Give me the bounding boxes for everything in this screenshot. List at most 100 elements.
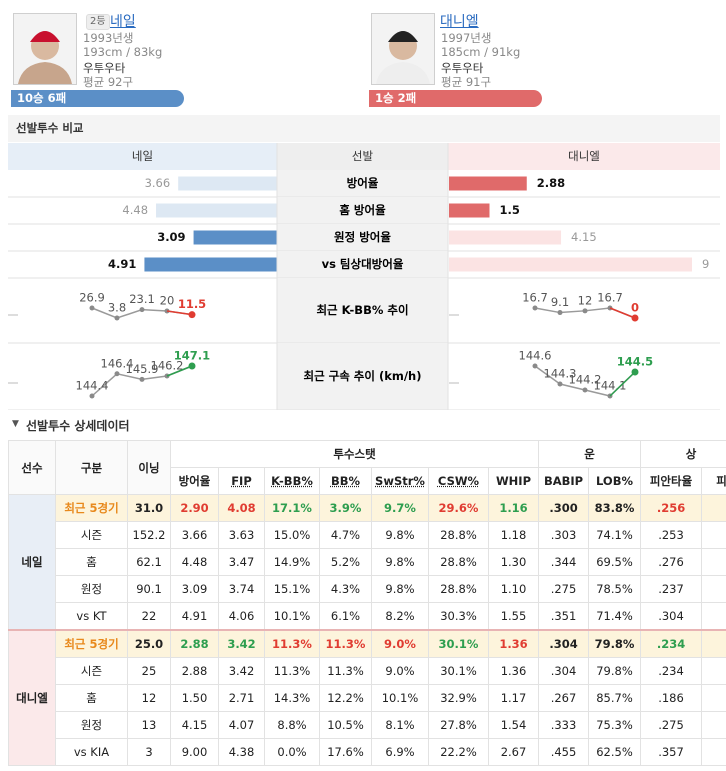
- left-bar: [144, 257, 277, 272]
- label-bg: [277, 197, 448, 224]
- stat-cell: .304: [538, 629, 590, 658]
- trend-point: [188, 311, 196, 319]
- stat-cell: .275: [640, 711, 703, 739]
- stat-cell: 62.1: [127, 548, 171, 576]
- left-value: 3.09: [157, 230, 185, 244]
- trend-value: 20: [160, 293, 175, 307]
- header-left-bg: [8, 143, 277, 170]
- right-value: 4.15: [571, 230, 597, 244]
- column-header: 이닝: [127, 440, 171, 495]
- stat-cell: .344: [538, 548, 590, 576]
- stat-cell: 17.1%: [264, 494, 320, 522]
- left-bar: [193, 230, 277, 245]
- trend-value: 9.1: [551, 295, 569, 309]
- stat-cell: 28.8%: [428, 521, 489, 549]
- column-header: WHIP: [487, 467, 540, 495]
- right-bar: [449, 230, 562, 245]
- stat-cell: 90.1: [127, 575, 171, 603]
- left-bar: [178, 176, 277, 191]
- split-label: 시즌: [55, 657, 128, 685]
- stat-cell: 1.36: [487, 657, 540, 685]
- left-value: 4.91: [108, 257, 136, 271]
- detail-table: 선수 구분 이닝 투수스탯 운 상 방어율 FIP K-BB% BB% SwStr% CSW% WHIP…: [8, 440, 726, 766]
- stat-cell: .234: [640, 657, 703, 685]
- win-loss-record: 10승 6패: [11, 90, 184, 107]
- rank-badge: 2등: [86, 14, 110, 30]
- player-name: 네일: [8, 494, 56, 631]
- trend-last-segment: [609, 371, 636, 397]
- stat-cell: 30.1%: [428, 657, 489, 685]
- stat-cell: 3.66: [170, 521, 219, 549]
- stat-cell: .237: [640, 575, 703, 603]
- stat-cell: 22.2%: [428, 738, 489, 766]
- stat-cell: 11.3%: [264, 629, 320, 658]
- stat-cell: .351: [538, 602, 590, 631]
- collapse-icon[interactable]: ▼: [12, 419, 19, 429]
- stat-cell: 10.1%: [264, 602, 320, 631]
- trend-point: [532, 305, 538, 311]
- stat-cell: 8.1%: [371, 711, 429, 739]
- trend-value: 26.9: [79, 291, 105, 305]
- stat-cell: 71.4%: [588, 602, 642, 631]
- stat-cell: 30.1%: [428, 629, 489, 658]
- stat-cell: [701, 521, 726, 549]
- data-row: 대니엘 최근 5경기 25.0 2.88 3.42 11.3% 11.3% 9.0% 30.1%…: [8, 629, 726, 766]
- stat-cell: 12.2%: [319, 684, 372, 712]
- stat-cell: 5.2%: [319, 548, 372, 576]
- row-label: 최근 K-BB% 추이: [316, 303, 408, 317]
- split-label: 홈: [55, 684, 128, 712]
- right-bar: [449, 176, 527, 191]
- row-label: 방어율: [347, 176, 379, 190]
- player-name[interactable]: 네일: [110, 14, 136, 30]
- handedness: 우투우타: [83, 61, 126, 75]
- trend-point: [89, 393, 95, 399]
- body-size: 185cm / 91kg: [441, 45, 521, 59]
- data-row: vs KT 22 4.91 4.06 10.1% 6.1% 8.2% 30.3% 1.55.35…: [9, 602, 726, 631]
- stat-cell: .300: [538, 494, 590, 522]
- stat-cell: 4.3%: [319, 575, 372, 603]
- column-header: K-BB%: [264, 467, 320, 495]
- stat-cell: 22: [127, 602, 171, 631]
- stat-cell: 1.36: [487, 629, 540, 658]
- stat-cell: 1.54: [487, 711, 540, 739]
- trend-value: 144.5: [617, 355, 653, 369]
- stat-cell: 11.3%: [264, 657, 320, 685]
- row-label: 최근 구속 추이 (km/h): [303, 369, 421, 383]
- header-row: 선수 구분 이닝 투수스탯 운 상: [8, 440, 726, 495]
- group-header: 상: [640, 440, 726, 468]
- stat-cell: [701, 711, 726, 739]
- stat-cell: [701, 738, 726, 766]
- stat-cell: 78.5%: [588, 575, 642, 603]
- player-name[interactable]: 대니엘: [440, 14, 479, 30]
- header-mid-bg: [277, 143, 448, 170]
- shoulders: [376, 62, 430, 84]
- right-bar: [449, 203, 490, 218]
- stat-cell: 13: [127, 711, 171, 739]
- trend-last-segment: [166, 310, 193, 316]
- column-header: 대니엘: [568, 149, 600, 163]
- stat-cell: 2.71: [218, 684, 265, 712]
- stat-cell: 14.3%: [264, 684, 320, 712]
- avg-pitches: 평균 91구: [441, 75, 492, 89]
- split-label: 원정: [55, 711, 128, 739]
- stat-cell: 79.8%: [588, 629, 642, 658]
- cap: [388, 31, 418, 42]
- column-header: 구분: [55, 440, 128, 495]
- stat-cell: 4.38: [218, 738, 265, 766]
- right-value: 9: [702, 257, 709, 271]
- stat-cell: 1.18: [487, 521, 540, 549]
- stat-cell: 9.0%: [371, 629, 429, 658]
- stat-cell: 3.63: [218, 521, 265, 549]
- column-header: 피안타율: [640, 467, 703, 495]
- stat-cell: 62.5%: [588, 738, 642, 766]
- data-row: 홈 12 1.50 2.71 14.3% 12.2% 10.1% 32.9% 1.17.267 8…: [9, 684, 726, 712]
- trend-value: 144.4: [76, 379, 109, 393]
- section-title: 선발투수 상세데이터: [26, 419, 130, 433]
- section-title: 선발투수 비교: [16, 121, 84, 135]
- stat-cell: 25: [127, 657, 171, 685]
- trend-point: [582, 308, 588, 314]
- column-header: BB%: [319, 467, 372, 495]
- section-header-bg: [8, 115, 720, 142]
- stat-cell: 8.2%: [371, 602, 429, 631]
